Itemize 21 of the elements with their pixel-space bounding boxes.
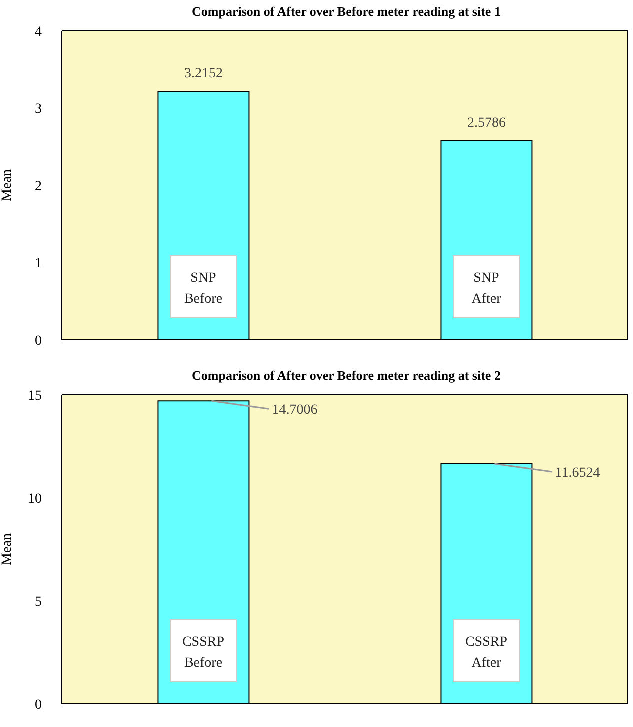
- x-tick-label: SNP After: [472, 271, 502, 307]
- y-tick-label: 3: [35, 102, 42, 118]
- x-tick-label: CSSRP After: [465, 635, 508, 671]
- y-tick-label: 0: [35, 698, 42, 713]
- x-tick-label: CSSRP Before: [182, 635, 225, 671]
- data-label: 14.7006: [272, 403, 318, 418]
- data-label: 3.2152: [184, 66, 223, 82]
- data-label: 2.5786: [467, 116, 506, 131]
- y-tick-label: 10: [28, 492, 42, 507]
- y-axis-title: Mean: [0, 170, 15, 202]
- y-tick-label: 1: [35, 256, 42, 272]
- y-tick-label: 2: [35, 179, 42, 194]
- y-tick-label: 15: [28, 388, 42, 404]
- x-tick-label: SNP Before: [184, 271, 223, 307]
- data-label: 11.6524: [555, 466, 600, 481]
- y-axis-title: Mean: [0, 534, 15, 566]
- chart-title: Comparison of After over Before meter reading at site 2: [191, 367, 502, 385]
- y-tick-label: 0: [35, 334, 42, 349]
- y-tick-label: 5: [35, 594, 42, 610]
- chart-title: Comparison of After over Before meter reading at site 1: [191, 3, 502, 21]
- y-tick-label: 4: [35, 24, 42, 40]
